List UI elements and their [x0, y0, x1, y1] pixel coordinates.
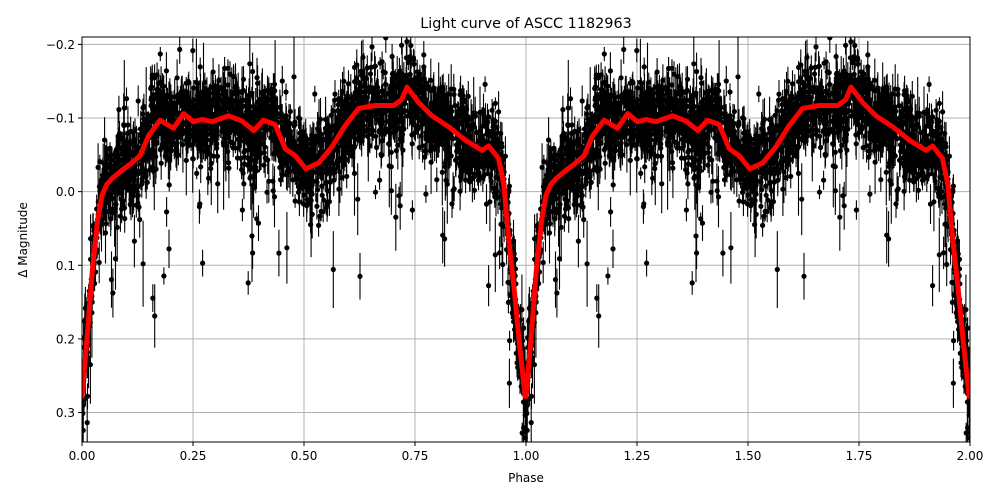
x-axis-label: Phase	[508, 471, 544, 485]
y-tick-label: 0.2	[56, 332, 75, 346]
model-curve	[82, 84, 970, 399]
chart-title: Light curve of ASCC 1182963	[420, 16, 632, 32]
y-tick-label: 0.0	[56, 185, 75, 199]
x-tick-label: 1.75	[846, 449, 873, 463]
x-tick-label: 1.00	[513, 449, 540, 463]
x-tick-label: 1.25	[624, 449, 651, 463]
model-line	[82, 84, 970, 399]
x-tick-label: 1.50	[735, 449, 762, 463]
x-tick-label: 2.00	[957, 449, 984, 463]
y-tick-label: 0.1	[56, 259, 75, 273]
x-tick-label: 0.50	[291, 449, 318, 463]
x-tick-label: 0.00	[69, 449, 96, 463]
y-axis-label: Δ Magnitude	[16, 202, 30, 278]
y-tick-label: −0.2	[46, 38, 75, 52]
x-tick-label: 0.75	[402, 449, 429, 463]
y-axis-ticks: −0.2 −0.1 0.0 0.1 0.2 0.3	[46, 38, 82, 420]
y-tick-label: −0.1	[46, 112, 75, 126]
x-axis-ticks: 0.00 0.25 0.50 0.75 1.00 1.25 1.50 1.75 2.00	[69, 442, 984, 463]
y-tick-label: 0.3	[56, 406, 75, 420]
x-tick-label: 0.25	[180, 449, 207, 463]
